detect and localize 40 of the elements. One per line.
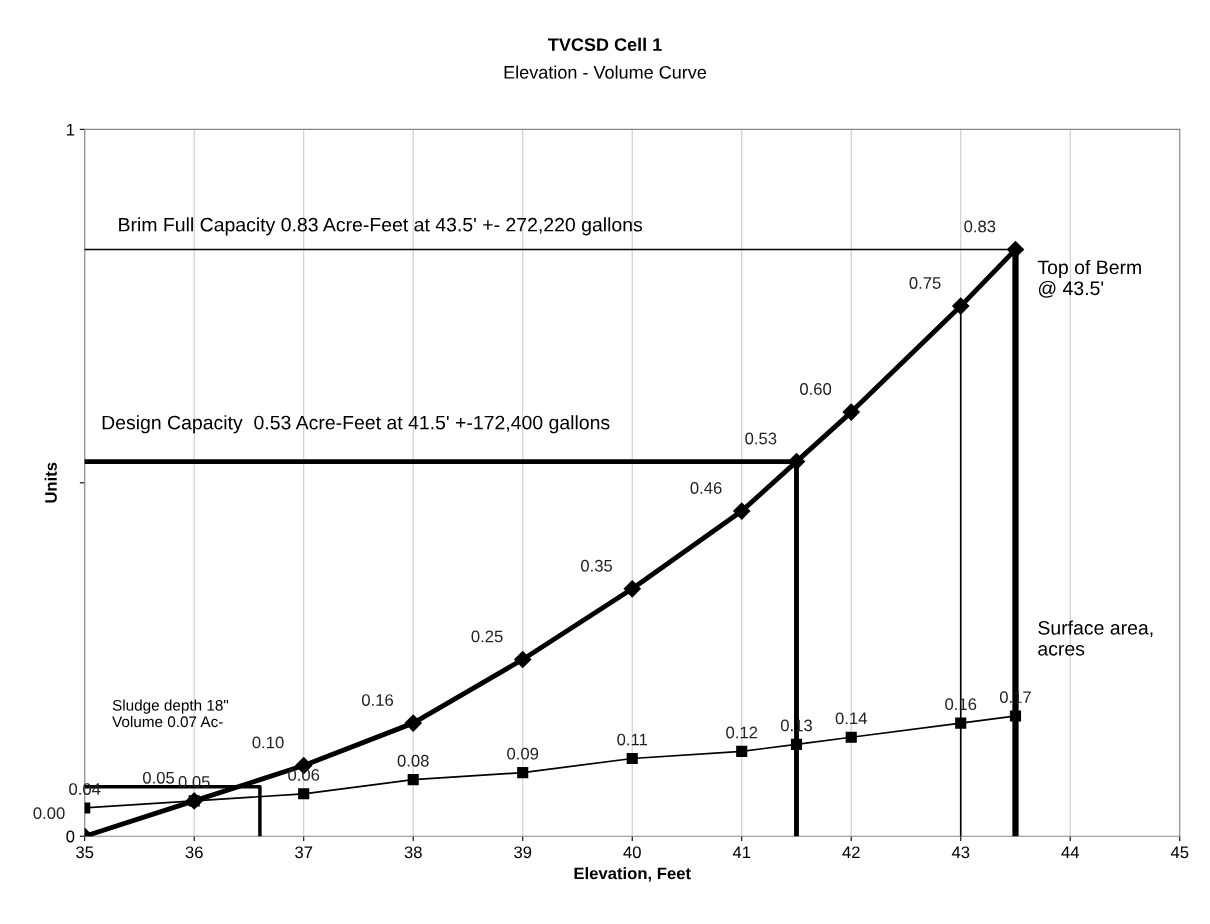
annotation: Brim Full Capacity 0.83 Acre-Feet at 43.5' +- 272,220 gallons (119, 217, 643, 236)
data-label: 0.83 (964, 220, 996, 233)
x-tick-label: 43 (951, 846, 970, 859)
y-tick-label: 1 (66, 123, 75, 136)
annotation: Top of Berm @ 43.5' (1037, 259, 1141, 298)
data-label: 0.08 (397, 754, 429, 767)
y-axis-title: Units (44, 462, 57, 503)
data-label: 0.16 (361, 694, 394, 706)
x-tick-label: 39 (514, 846, 532, 859)
data-label: 0.53 (745, 432, 777, 445)
x-tick-label: 37 (295, 846, 313, 859)
data-label: 0.11 (617, 733, 648, 746)
data-label: 0.00 (33, 807, 65, 820)
data-label: 0.05 (142, 771, 175, 784)
y-tick-label: 0 (66, 830, 75, 843)
x-tick-label: 38 (404, 846, 422, 859)
x-tick-label: 45 (1170, 846, 1189, 859)
data-label: 0.09 (507, 747, 539, 760)
chart-title: TVCSD Cell 1 (548, 37, 662, 51)
x-tick-label: 42 (842, 846, 860, 859)
data-label: 0.35 (581, 559, 613, 572)
x-axis-title: Elevation, Feet (574, 867, 691, 882)
data-label: 0.75 (909, 277, 941, 289)
chart-subtitle: Elevation - Volume Curve (504, 65, 707, 79)
x-tick-label: 35 (76, 846, 94, 859)
data-label: 0.14 (835, 712, 867, 725)
x-tick-label: 41 (732, 846, 751, 859)
data-label: 0.25 (471, 630, 503, 643)
x-tick-label: 44 (1061, 846, 1080, 859)
annotation: Design Capacity 0.53 Acre-Feet at 41.5' +-172,400 gallons (102, 415, 610, 434)
data-label: 0.46 (690, 482, 722, 494)
annotation: Surface area, acres (1038, 620, 1153, 656)
x-tick-label: 40 (623, 846, 641, 859)
data-label: 0.06 (288, 768, 320, 781)
data-label: 0.04 (69, 783, 101, 795)
x-tick-label: 36 (185, 846, 203, 859)
data-label: 0.10 (252, 736, 284, 749)
data-label: 0.60 (800, 383, 832, 395)
data-label: 0.12 (726, 726, 758, 739)
annotation: Sludge depth 18" Volume 0.07 Ac- (112, 699, 229, 728)
